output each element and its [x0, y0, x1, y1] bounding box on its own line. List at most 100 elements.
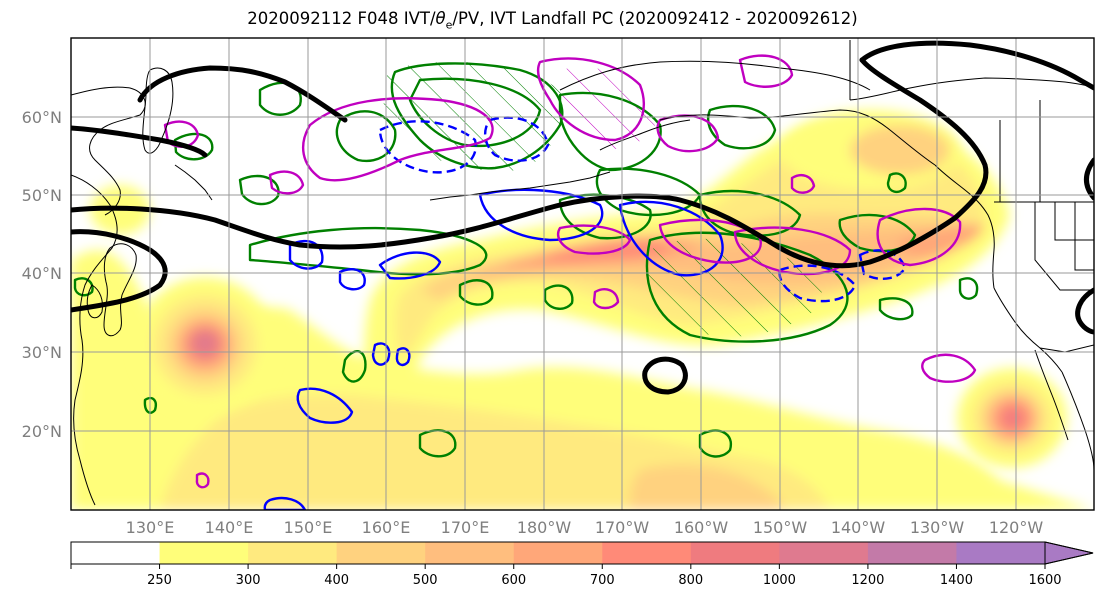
hatch-pv-north — [383, 61, 563, 171]
colorbar-segment — [867, 542, 957, 564]
colorbar-segment — [71, 542, 161, 564]
ivt-shade-typhoon-core — [196, 334, 214, 352]
hatched-regions — [383, 61, 822, 337]
ivt-shade-cyclone-core — [1004, 410, 1022, 426]
lon-labels: 130°E 140°E 150°E 160°E 170°E 180°W 170°… — [126, 518, 1044, 537]
lat-label-20n: 20°N — [22, 422, 62, 441]
border-us-states-2 — [1054, 202, 1094, 241]
theta-e-contour-jet-3 — [338, 268, 366, 291]
colorbar-segment — [602, 542, 692, 564]
coast-japan — [103, 243, 137, 337]
coast-kamchatka — [142, 67, 174, 154]
colorbar-label: 300 — [236, 573, 261, 588]
coast-aleutians — [429, 171, 611, 201]
theta-e-contour-subtrop-1 — [296, 387, 354, 424]
pc-contour-jet-2 — [658, 218, 762, 264]
ivt-contour-west-loop — [71, 229, 168, 313]
pc-contour-subtrop-2 — [921, 353, 977, 383]
pv-contour-north-1 — [390, 62, 564, 170]
ivt-contour-east-edge-2 — [1075, 287, 1094, 335]
lon-label-130w: 130°W — [910, 518, 965, 537]
colorbar-segment — [779, 542, 869, 564]
colorbar-label: 600 — [501, 573, 526, 588]
theta-e-contour-south — [263, 496, 307, 510]
colorbar-ticks — [70, 564, 1046, 569]
coast-mexico-mainland — [1061, 371, 1094, 471]
colorbar-outline — [70, 541, 1094, 565]
pv-contour-north-4 — [558, 91, 662, 172]
pv-contour-east-5 — [958, 277, 979, 300]
lat-label-40n: 40°N — [22, 264, 62, 283]
pv-contour-subtrop-6 — [143, 396, 157, 414]
coast-bc-washington — [934, 164, 995, 289]
lon-label-140w: 140°W — [831, 518, 886, 537]
lon-label-130e: 130°E — [126, 518, 175, 537]
ivt-contour-main — [71, 57, 989, 269]
colorbar-label: 800 — [678, 573, 703, 588]
colorbar-labels: 250 300 400 500 600 700 800 1000 1200 1400 1600 — [147, 573, 1061, 588]
pv-contour-alaska-2 — [258, 81, 302, 116]
lat-label-50n: 50°N — [22, 186, 62, 205]
colorbar-label: 1400 — [940, 573, 973, 588]
pv-contour-west-2 — [238, 174, 280, 206]
coast-baja — [1034, 349, 1069, 441]
pc-contour-north-1 — [302, 97, 494, 182]
ivt-contour-east-loop — [859, 40, 1094, 91]
lon-label-140e: 140°E — [205, 518, 254, 537]
pv-contour-alaska-1 — [706, 104, 777, 150]
lon-label-160w: 160°W — [674, 518, 729, 537]
colorbar-segment — [159, 542, 249, 564]
ivt-shade-gulf-alaska-core — [850, 125, 950, 175]
title-subscript: e — [445, 18, 453, 32]
title-prefix: 2020092112 F048 IVT/ — [247, 9, 436, 28]
lon-label-170e: 170°E — [441, 518, 490, 537]
pc-contour-subtrop-3 — [195, 472, 210, 489]
colorbar-segment — [425, 542, 515, 564]
pv-contour-east-4 — [878, 297, 914, 321]
lon-label-170w: 170°W — [595, 518, 650, 537]
colorbar-label: 1200 — [851, 573, 884, 588]
lat-label-30n: 30°N — [22, 343, 62, 362]
pc-contour-gulf — [790, 174, 816, 194]
ivt-contour-hawaii-loop — [642, 356, 688, 395]
colorbar-segment — [248, 542, 338, 564]
pc-contour-north-2 — [536, 57, 645, 142]
coast-alaska-south — [659, 109, 936, 166]
pv-contour-north-3 — [408, 77, 542, 148]
border-us-states-3 — [1074, 202, 1094, 271]
theta-e-contour-jet-4 — [378, 251, 442, 280]
ivt-shade-south-core — [629, 464, 785, 510]
gridlines — [71, 38, 1094, 510]
ivt-contours — [71, 40, 1094, 395]
ivt-shade-west-band — [71, 250, 200, 490]
theta-e-contour-east-2 — [778, 264, 857, 303]
pc-contour-alaska — [268, 170, 305, 195]
coast-california — [993, 287, 1063, 373]
lon-label-180w: 180°W — [517, 518, 572, 537]
colorbar-label: 1600 — [1028, 573, 1061, 588]
pv-contour-jet-1 — [248, 226, 488, 276]
pv-contour-east-1 — [645, 231, 849, 343]
coast-asia-north — [71, 86, 146, 216]
theta-e-contour-east-1 — [618, 200, 724, 277]
theta-e-contour-jet-2 — [288, 239, 324, 270]
pc-contour-jet-1 — [556, 224, 632, 255]
colorbar-segments — [71, 542, 1046, 564]
pv-contour-subtrop-4 — [543, 284, 574, 310]
lon-label-150w: 150°W — [753, 518, 808, 537]
coast-korea — [86, 284, 103, 319]
ivt-shade-jet-east-600 — [898, 224, 985, 258]
colorbar-segment — [690, 542, 780, 564]
pc-contour-subtrop-1 — [592, 288, 620, 310]
colorbar-extend-arrow — [1044, 541, 1094, 565]
title-theta: θ — [435, 9, 446, 28]
colorbar: 250 300 400 500 600 700 800 1000 1200 1400 1600 — [70, 541, 1094, 588]
coast-alaska-peninsula — [599, 119, 691, 151]
coast-kuril-islands — [174, 164, 213, 201]
colorbar-label: 250 — [147, 573, 172, 588]
title-suffix: /PV, IVT Landfall PC (2020092412 - 20200… — [452, 9, 858, 28]
map-frame — [70, 37, 1095, 511]
theta-e-contour-east-3 — [858, 249, 907, 280]
map-title: 2020092112 F048 IVT/θe/PV, IVT Landfall … — [0, 9, 1105, 31]
